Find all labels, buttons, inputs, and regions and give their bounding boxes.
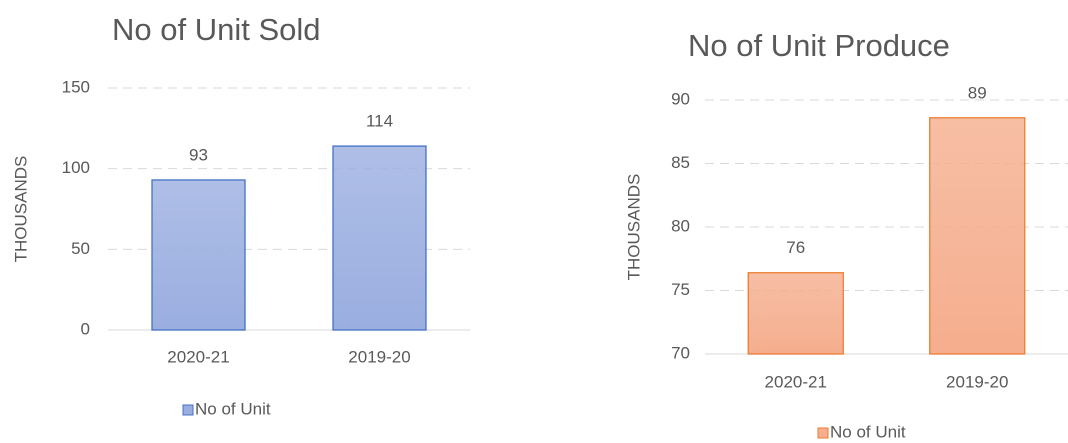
- y-tick-label: 100: [62, 158, 90, 177]
- data-label: 114: [366, 112, 393, 131]
- y-tick-label: 90: [671, 89, 690, 108]
- data-label: 93: [189, 145, 208, 164]
- y-tick-label: 0: [81, 319, 90, 338]
- legend-label: No of Unit: [195, 399, 271, 418]
- x-tick-label: 2020-21: [167, 347, 229, 366]
- y-tick-label: 85: [671, 153, 690, 172]
- y-tick-label: 70: [671, 343, 690, 362]
- x-tick-label: 2019-20: [348, 347, 410, 366]
- legend: No of Unit: [817, 422, 906, 441]
- chart: No of Unit Sold THOUSANDS 0 50 100 150 93 114 No…: [11, 12, 470, 418]
- chart: No of Unit Produce THOUSANDS 70 75 80 85 90 76 8…: [624, 28, 1068, 441]
- y-axis-title: THOUSANDS: [624, 174, 643, 281]
- bar: [747, 272, 844, 355]
- bar: [151, 179, 246, 331]
- legend: No of Unit: [182, 399, 271, 418]
- legend-label: No of Unit: [830, 422, 906, 441]
- y-tick-label: 150: [62, 77, 90, 96]
- y-tick-label: 50: [71, 239, 90, 258]
- y-axis-title: THOUSANDS: [11, 156, 30, 263]
- x-tick-label: 2019-20: [946, 372, 1008, 391]
- y-tick-label: 80: [671, 216, 690, 235]
- chart-title: No of Unit Produce: [688, 28, 950, 63]
- data-label: 89: [968, 83, 987, 102]
- legend-swatch: [182, 404, 194, 416]
- chart-title: No of Unit Sold: [112, 12, 321, 47]
- legend-swatch: [817, 427, 829, 439]
- bar: [332, 145, 427, 331]
- y-tick-label: 75: [671, 280, 690, 299]
- bar: [929, 117, 1026, 355]
- data-label: 76: [786, 238, 805, 257]
- x-tick-label: 2020-21: [765, 372, 827, 391]
